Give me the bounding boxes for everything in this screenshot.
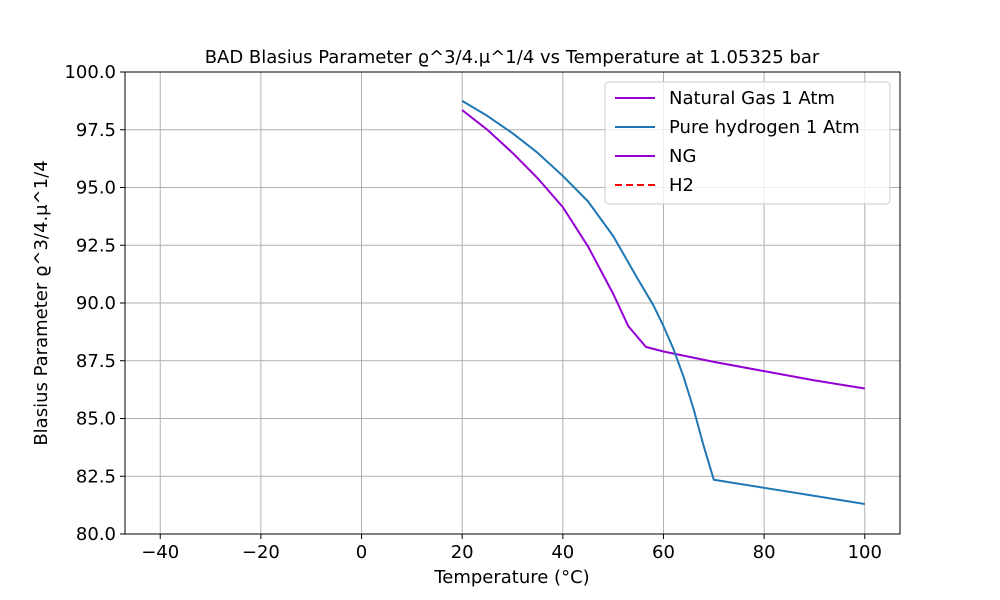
- y-tick-label: 95.0: [76, 178, 116, 199]
- y-tick-label: 92.5: [76, 235, 116, 256]
- legend-box: [604, 81, 891, 205]
- y-tick-label: 100.0: [64, 62, 116, 83]
- y-tick-label: 90.0: [76, 293, 116, 314]
- series-line-0: [461, 109, 865, 390]
- y-axis-title: Blasius Parameter ϱ^3/4.μ^1/4: [31, 160, 52, 445]
- y-tick-label: 80.0: [76, 524, 116, 545]
- x-axis-ticks: −40 −20 0 20 40 60 80 100: [141, 534, 882, 563]
- y-axis-ticks: 80.0 82.5 85.0 87.5 90.0 92.5 95.0 97.5 100.0: [64, 62, 125, 545]
- y-tick-label: 97.5: [76, 120, 116, 141]
- legend: Natural Gas 1 Atm Pure hydrogen 1 Atm NG H2: [604, 81, 891, 205]
- x-tick-label: −40: [141, 542, 179, 563]
- legend-label: H2: [669, 175, 694, 196]
- y-tick-label: 82.5: [76, 466, 116, 487]
- series-layer: [461, 100, 865, 505]
- x-tick-label: 0: [356, 542, 367, 563]
- series-line-1: [461, 100, 865, 505]
- y-tick-label: 87.5: [76, 351, 116, 372]
- x-tick-label: −20: [242, 542, 280, 563]
- x-tick-label: 40: [551, 542, 574, 563]
- chart-title: BAD Blasius Parameter ϱ^3/4.μ^1/4 vs Tem…: [205, 47, 820, 68]
- x-tick-label: 20: [451, 542, 474, 563]
- x-tick-label: 60: [652, 542, 675, 563]
- legend-label: Pure hydrogen 1 Atm: [669, 117, 860, 138]
- legend-label: NG: [669, 146, 696, 167]
- x-tick-label: 100: [848, 542, 882, 563]
- x-axis-title: Temperature (°C): [433, 567, 589, 588]
- legend-label: Natural Gas 1 Atm: [669, 88, 835, 109]
- x-tick-label: 80: [753, 542, 776, 563]
- y-tick-label: 85.0: [76, 409, 116, 430]
